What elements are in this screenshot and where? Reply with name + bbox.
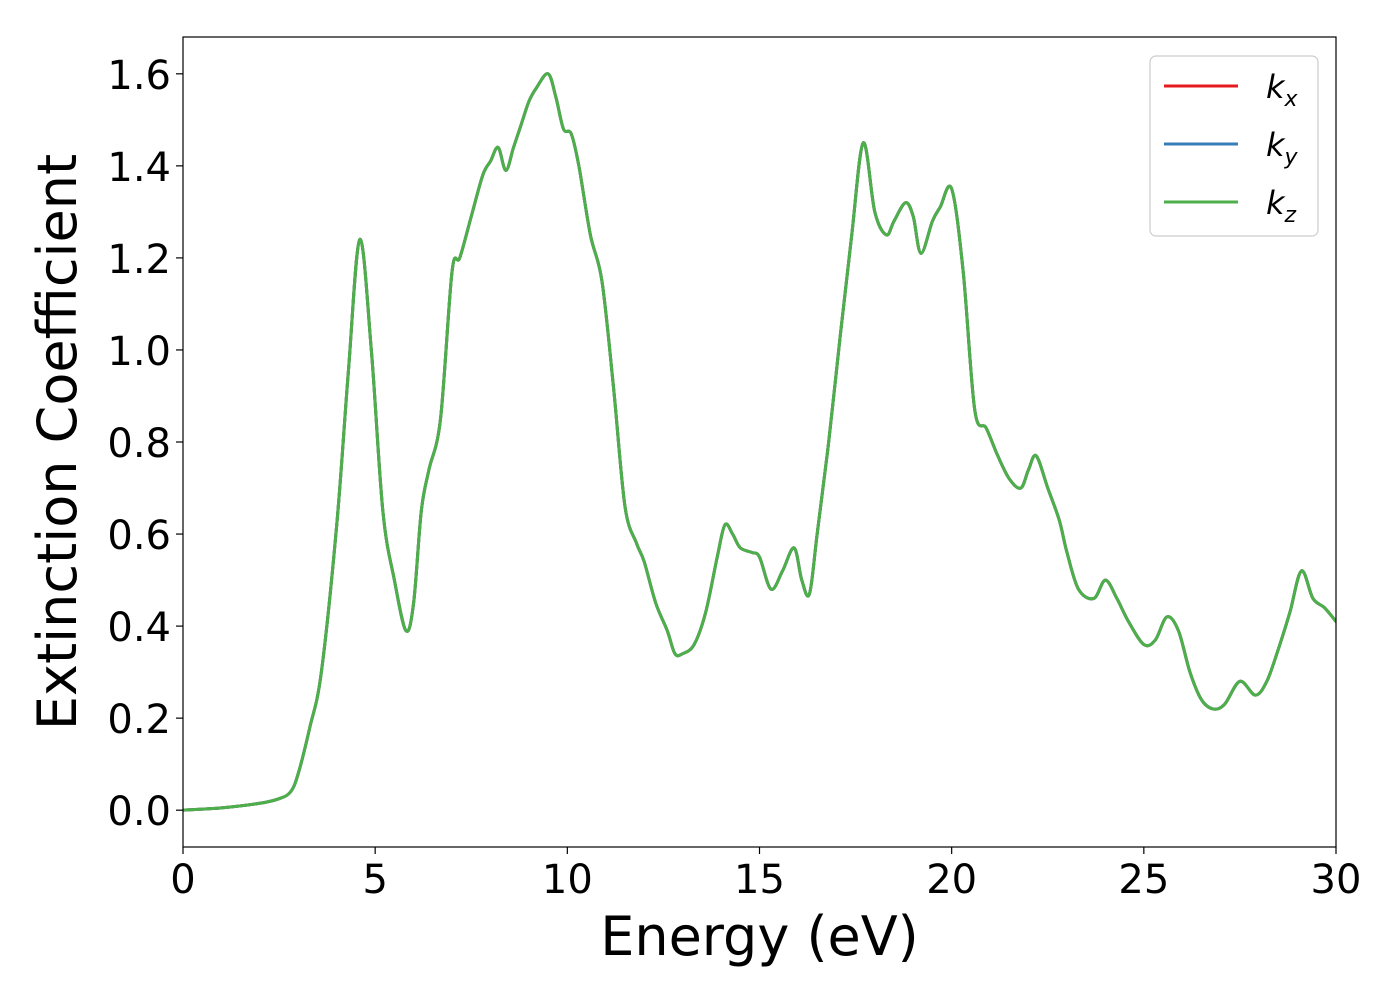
- legend-label-subscript: x: [1284, 87, 1299, 112]
- legend-label: kx: [1266, 68, 1299, 112]
- legend-label: ky: [1266, 126, 1299, 170]
- x-axis-title: Energy (eV): [600, 905, 919, 968]
- series-line-kz: [183, 72, 1336, 812]
- legend-label-subscript: z: [1284, 203, 1297, 228]
- legend-label-base: k: [1266, 184, 1286, 222]
- legend-box: [1149, 55, 1319, 237]
- y-tick-label: 0.8: [107, 421, 171, 467]
- x-tick-label: 0: [170, 857, 195, 903]
- y-tick-label: 1.2: [107, 237, 171, 283]
- y-tick-label: 0.2: [107, 697, 171, 743]
- legend-label: kz: [1266, 184, 1297, 228]
- series-layer: [183, 72, 1336, 812]
- y-axis: 0.0 0.2 0.4 0.6 0.8 1.0 1.2 1.4 1.6: [107, 53, 183, 835]
- y-tick-label: 1.0: [107, 329, 171, 375]
- legend-label-base: k: [1266, 68, 1286, 106]
- x-axis: 0 5 10 15 20 25 30: [170, 847, 1361, 903]
- x-tick-label: 20: [926, 857, 977, 903]
- y-tick-label: 1.4: [107, 145, 171, 191]
- y-tick-label: 1.6: [107, 53, 171, 99]
- x-tick-label: 5: [362, 857, 387, 903]
- legend-label-subscript: y: [1284, 145, 1299, 170]
- y-tick-label: 0.0: [107, 789, 171, 835]
- plot-area: [183, 37, 1336, 847]
- y-axis-title: Extinction Coefficient: [26, 154, 89, 730]
- x-tick-label: 10: [542, 857, 593, 903]
- x-tick-label: 30: [1311, 857, 1362, 903]
- x-tick-label: 15: [734, 857, 785, 903]
- y-tick-label: 0.6: [107, 513, 171, 559]
- y-tick-label: 0.4: [107, 605, 171, 651]
- legend-label-base: k: [1266, 126, 1286, 164]
- x-tick-label: 25: [1118, 857, 1169, 903]
